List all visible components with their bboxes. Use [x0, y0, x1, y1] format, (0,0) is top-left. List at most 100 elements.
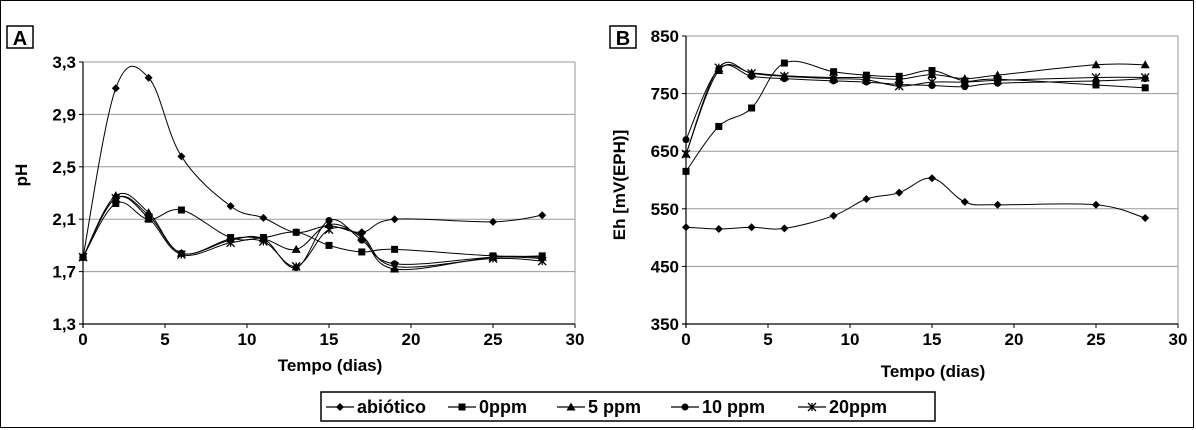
panel-b-data-point	[1140, 60, 1150, 69]
panel-b-data-point	[993, 70, 1003, 79]
panel-b-y-tick-label: 850	[651, 27, 679, 46]
panel-b-data-point	[993, 75, 1003, 85]
panel-a-x-axis-title: Tempo (dias)	[278, 356, 383, 375]
panel-a-data-point	[259, 213, 268, 222]
panel-a-x-tick-label: 10	[238, 330, 257, 349]
panel-b-data-point	[747, 68, 757, 78]
panel-a-series-line	[82, 192, 543, 271]
legend-item: 5 ppm	[557, 397, 641, 417]
panel-b-data-point	[682, 136, 690, 144]
panel-b-data-point	[894, 81, 904, 91]
legend-item: 10 ppm	[671, 397, 765, 417]
panel-b-data-point	[1141, 214, 1150, 223]
panel-a-data-point	[325, 241, 333, 249]
panel-b-series-0	[682, 174, 1150, 233]
panel-b-data-point	[960, 197, 969, 206]
panel-a-x-tick-label: 20	[402, 330, 421, 349]
legend-items: abiótico 0ppm 5 ppm 10 ppm 20ppm	[326, 397, 887, 417]
panel-a-data-point	[358, 248, 366, 256]
panel-b-y-tick-label: 750	[651, 85, 679, 104]
legend-label: 0ppm	[479, 397, 527, 417]
panel-b-data-point	[682, 167, 690, 175]
panel-b-data-point	[682, 223, 690, 232]
panel-a-x-tick-label: 15	[320, 330, 339, 349]
panel-a-data-point	[357, 231, 367, 241]
legend-box	[320, 391, 936, 422]
panel-a-data-point	[292, 228, 300, 236]
panel-b-data-point	[1141, 84, 1149, 92]
panel-b-data-point	[779, 71, 789, 81]
legend-marker	[807, 402, 817, 412]
panel-b-plot: 350 450 550 650 750 850 0 5 10 15 20 25 30	[651, 27, 1188, 349]
legend-marker	[566, 402, 576, 411]
panel-b-x-tick-label: 10	[841, 330, 860, 349]
legend-item: 20ppm	[798, 397, 887, 417]
panel-b-data-point	[780, 224, 789, 233]
panel-b-y-tick-label: 350	[651, 315, 679, 334]
legend-item: 0ppm	[448, 397, 527, 417]
panel-b-data-point	[861, 75, 871, 85]
panel-b-data-point	[829, 211, 838, 220]
panel-b-data-point	[1091, 60, 1101, 69]
panel-a: A pH Tempo (dias) 1,3 1,7 2,1 2,5 2,9 3,3 0 5 10…	[6, 25, 585, 375]
panel-a-x-tick-label: 25	[484, 330, 503, 349]
panel-a-series-line	[82, 65, 543, 258]
panel-b-data-point	[748, 104, 756, 112]
panel-b-letter: B	[616, 28, 630, 50]
panel-b-data-point	[894, 74, 904, 83]
panel-a-data-point	[112, 199, 120, 207]
panel-a-x-tick-label: 5	[160, 330, 169, 349]
panel-b-data-point	[829, 74, 839, 84]
panel-a-x-tick-label: 0	[78, 330, 87, 349]
panel-b-data-point	[714, 63, 724, 73]
panel-a-letter-box	[6, 25, 34, 49]
panel-a-data-point	[291, 261, 301, 271]
panel-b-data-point	[681, 149, 691, 159]
panel-a-data-point	[111, 84, 120, 93]
panel-b-data-point	[780, 59, 788, 67]
panel-b-y-tick-label: 450	[651, 257, 679, 276]
panel-b-data-point	[927, 77, 937, 87]
panel-b-data-point	[1091, 73, 1101, 82]
panel-a-data-point	[537, 256, 547, 266]
panel-b-data-point	[960, 77, 970, 87]
panel-a-data-point	[176, 250, 186, 260]
panel-b: B Eh [mV(EPH)] Tempo (dias) 350 450 550 650…	[609, 25, 1188, 381]
panel-b-data-point	[961, 83, 969, 91]
panel-a-y-tick-label: 2,1	[52, 210, 76, 229]
panel-a-data-point	[144, 213, 154, 223]
panel-a-x-tick-label: 30	[566, 330, 585, 349]
legend-item: abiótico	[326, 397, 426, 417]
panel-b-series-4	[681, 61, 1150, 159]
panel-b-data-point	[1092, 81, 1100, 89]
panel-b-data-point	[714, 224, 723, 233]
panel-a-data-point	[489, 217, 497, 226]
panel-a-series-1	[79, 199, 546, 261]
legend-label: 5 ppm	[588, 397, 641, 417]
panel-a-y-axis-title: pH	[12, 164, 31, 187]
legend-marker	[458, 403, 466, 411]
panel-b-data-point	[993, 200, 1002, 209]
panel-b-x-tick-label: 20	[1005, 330, 1024, 349]
panel-a-data-point	[226, 202, 235, 211]
panel-a-data-point	[291, 244, 301, 253]
panel-a-y-tick-label: 1,3	[52, 315, 76, 334]
panel-a-series-line	[82, 195, 543, 269]
panel-b-y-tick-label: 550	[651, 200, 679, 219]
panel-b-series-line	[685, 177, 1146, 230]
panel-a-data-point	[258, 237, 268, 246]
panel-b-x-tick-label: 25	[1087, 330, 1106, 349]
panel-a-data-point	[325, 217, 333, 225]
panel-b-data-point	[1092, 200, 1100, 209]
panel-a-series-line	[82, 196, 543, 268]
panel-b-y-axis-title: Eh [mV(EPH)]	[610, 130, 629, 241]
panel-a-data-point	[111, 193, 121, 203]
panel-a-data-point	[78, 252, 88, 262]
panel-a-series-4	[78, 193, 547, 271]
panel-a-data-point	[324, 225, 334, 235]
panel-b-data-point	[830, 68, 838, 76]
panel-a-data-point	[488, 254, 498, 263]
legend-label: abiótico	[357, 397, 426, 417]
